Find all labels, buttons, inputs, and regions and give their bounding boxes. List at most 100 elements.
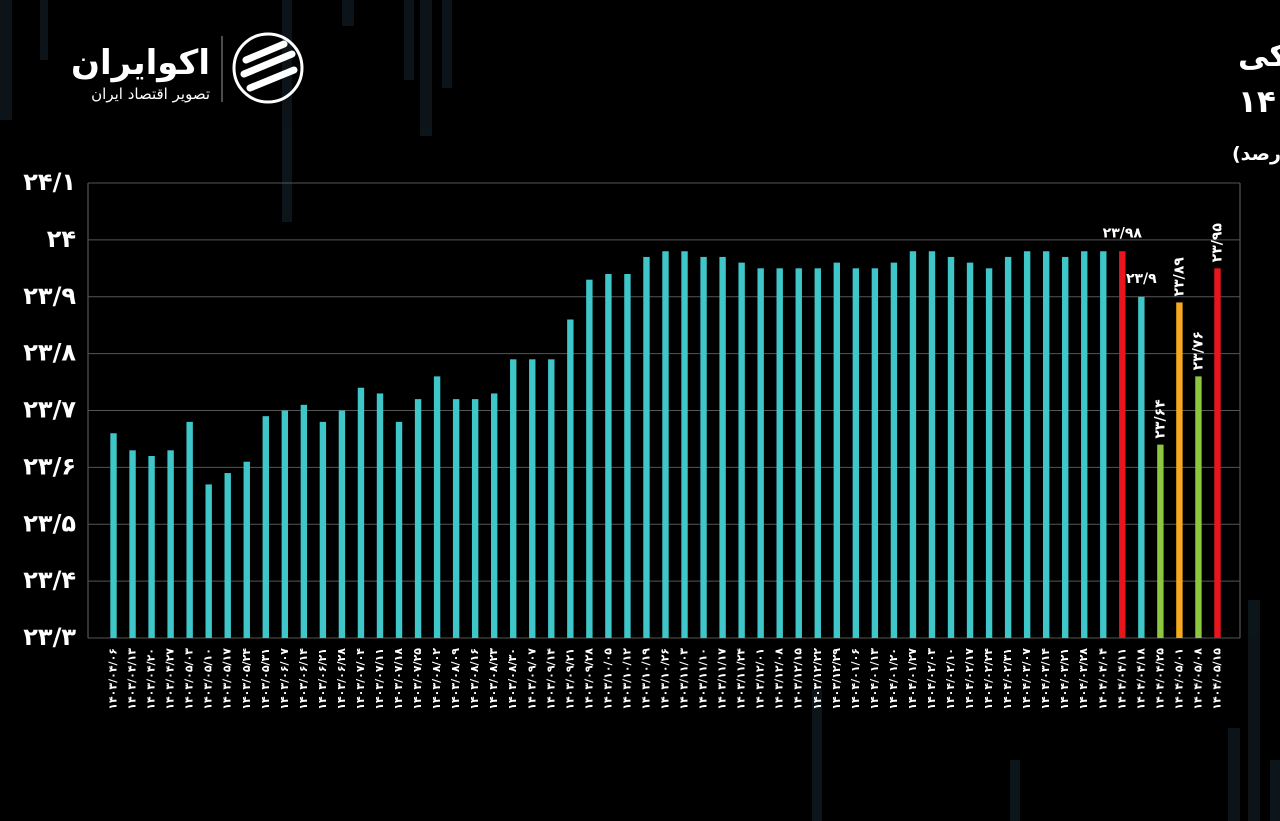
bar (776, 268, 783, 638)
bar (700, 256, 707, 638)
bar (1062, 256, 1069, 638)
x-tick-label: ۱۴۰۳/۰۷/۱۸ (392, 648, 405, 710)
bar (1023, 251, 1031, 638)
bar (681, 251, 688, 638)
bar (928, 251, 936, 638)
bar (1214, 268, 1221, 638)
bar (662, 251, 669, 638)
x-tick-label: ۱۴۰۳/۰۵/۳۱ (259, 648, 272, 710)
x-tick-label: ۱۴۰۳/۱۲/۰۸ (773, 648, 786, 710)
x-tick-label: ۱۴۰۴/۰۲/۳۱ (1001, 648, 1014, 710)
bar (224, 473, 231, 638)
bar (795, 268, 802, 638)
x-tick-label: ۱۴۰۳/۱۰/۱۹ (639, 648, 652, 710)
x-tick-label: ۱۴۰۳/۰۹/۲۸ (582, 648, 595, 710)
x-tick-label: ۱۴۰۴/۰۱/۱۳ (868, 648, 881, 710)
value-label: ۲۳/۷۶ (1190, 331, 1206, 370)
bar (433, 376, 441, 638)
bar (262, 416, 269, 638)
bar (148, 456, 155, 638)
x-tick-label: ۱۴۰۳/۱۲/۱۵ (792, 648, 805, 710)
y-tick-label: ۲۳/۷ (23, 396, 76, 424)
bar (567, 319, 574, 638)
x-tick-label: ۱۴۰۳/۰۹/۱۴ (544, 648, 557, 710)
x-tick-label: ۱۴۰۳/۰۴/۲۷ (164, 648, 177, 710)
x-tick-label: ۱۴۰۴/۰۲/۰۳ (925, 648, 938, 710)
x-tick-label: ۱۴۰۴/۰۵/۰۱ (1172, 648, 1185, 710)
x-tick-label: ۱۴۰۴/۰۵/۱۵ (1210, 648, 1223, 710)
value-label: ۲۳/۶۴ (1152, 399, 1168, 439)
bar (1157, 444, 1164, 638)
x-tick-label: ۱۴۰۳/۱۲/۰۱ (754, 648, 767, 710)
x-tick-label: ۱۴۰۳/۱۲/۲۹ (830, 648, 843, 710)
bar (586, 279, 593, 638)
bar (205, 484, 212, 638)
y-tick-label: ۲۴/۱ (23, 168, 76, 196)
bar (890, 262, 898, 638)
x-tick-label: ۱۴۰۴/۰۲/۱۰ (944, 648, 957, 710)
bar (1176, 302, 1183, 638)
bar (605, 274, 612, 638)
x-tick-label: ۱۴۰۴/۰۴/۱۸ (1134, 648, 1147, 710)
y-tick-label: ۲۳/۶ (23, 452, 76, 480)
x-tick-label: ۱۴۰۳/۰۸/۰۲ (430, 648, 443, 710)
x-tick-label: ۱۴۰۳/۰۵/۲۴ (240, 648, 253, 710)
y-tick-label: ۲۳/۳ (23, 623, 76, 651)
bar (376, 393, 384, 638)
bar (947, 256, 955, 638)
x-tick-label: ۱۴۰۴/۰۴/۲۵ (1153, 648, 1166, 710)
x-tick-label: ۱۴۰۳/۱۲/۲۲ (811, 648, 824, 710)
x-tick-label: ۱۴۰۳/۱۰/۰۵ (601, 648, 614, 710)
x-tick-label: ۱۴۰۴/۰۳/۲۱ (1058, 648, 1071, 710)
bar (909, 251, 917, 638)
logo-tagline: تصویر اقتصاد ایران (91, 85, 210, 103)
x-tick-label: ۱۴۰۳/۰۶/۲۸ (335, 648, 348, 710)
value-label: ۲۳/۹ (1126, 271, 1157, 287)
chart-title-line2: در هفته منتهی به ۱۵ مرداد ۱۴۰۴ (1238, 84, 1280, 120)
bar (414, 399, 422, 638)
bar (719, 256, 726, 638)
x-tick-label: ۱۴۰۳/۱۱/۰۳ (678, 648, 691, 710)
bar (624, 274, 631, 638)
bar (1081, 251, 1088, 638)
x-tick-label: ۱۴۰۴/۰۲/۱۷ (963, 648, 976, 710)
x-tick-label: ۱۴۰۳/۰۵/۱۷ (221, 648, 234, 710)
logo-name: اکوایران (71, 43, 210, 83)
x-tick-label: ۱۴۰۴/۰۱/۲۰ (887, 648, 900, 710)
x-tick-label: ۱۴۰۳/۰۴/۱۳ (126, 648, 139, 710)
chart-title: نرخ بهره بین بانکی (1238, 38, 1280, 74)
bar (300, 404, 308, 638)
x-tick-label: ۱۴۰۳/۰۶/۱۴ (297, 648, 310, 710)
bar (167, 450, 174, 638)
value-label: ۲۳/۸۹ (1171, 257, 1187, 297)
bar (357, 387, 365, 638)
logo-icon (232, 32, 304, 104)
x-tick-label: ۱۴۰۴/۰۲/۲۴ (982, 648, 995, 710)
bar (395, 421, 403, 638)
x-tick-label: ۱۴۰۳/۰۴/۲۰ (145, 648, 158, 710)
bar (1004, 256, 1012, 638)
x-tick-label: ۱۴۰۳/۰۸/۲۳ (487, 648, 500, 710)
bar (833, 262, 841, 638)
bar (548, 359, 555, 638)
x-tick-label: ۱۴۰۳/۰۸/۰۹ (449, 648, 462, 710)
x-tick-label: ۱۴۰۳/۱۰/۱۲ (620, 648, 633, 710)
bar (490, 393, 498, 638)
x-tick-label: ۱۴۰۳/۰۶/۰۷ (278, 648, 291, 710)
y-tick-label: ۲۳/۴ (23, 566, 76, 594)
bar (643, 256, 650, 638)
x-tick-label: ۱۴۰۴/۰۳/۲۸ (1077, 648, 1090, 710)
bar (738, 262, 745, 638)
bar (814, 268, 821, 638)
bar (1100, 251, 1107, 638)
bar (1195, 376, 1202, 638)
bar (1042, 251, 1050, 638)
x-tick-label: ۱۴۰۳/۱۱/۲۴ (735, 648, 748, 710)
bar (319, 421, 327, 638)
x-tick-label: ۱۴۰۳/۰۹/۲۱ (563, 648, 576, 710)
bar (338, 410, 346, 638)
x-tick-label: ۱۴۰۳/۰۷/۲۵ (411, 648, 424, 710)
bar (852, 268, 860, 638)
